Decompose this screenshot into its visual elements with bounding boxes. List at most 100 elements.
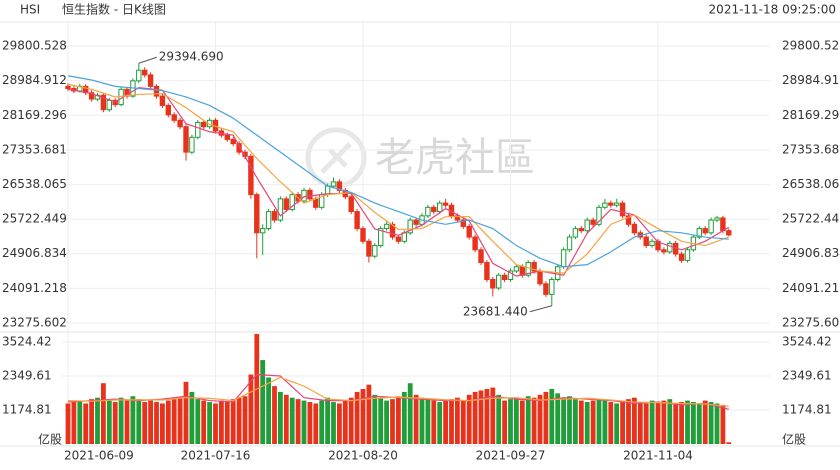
candle-body: [478, 249, 484, 264]
volume-bar: [726, 442, 732, 444]
candle-body: [378, 228, 384, 247]
volume-bar: [502, 400, 507, 444]
candle-body: [142, 69, 148, 76]
volume-bar: [354, 391, 360, 444]
volume-bar: [419, 397, 425, 444]
y-tick-label: 26538.065: [2, 177, 67, 191]
candle-body: [271, 211, 278, 221]
volume-bar: [655, 402, 661, 444]
volume-bar: [213, 403, 218, 444]
candle-body: [496, 274, 502, 289]
candle-body: [254, 194, 260, 234]
candle-body: [106, 99, 112, 111]
y-tick-label-right: 25722.449: [782, 212, 840, 226]
candle-body: [572, 228, 579, 238]
candle-body: [348, 196, 354, 213]
volume-bar: [101, 383, 106, 444]
candle-body: [395, 236, 402, 242]
volume-bar: [171, 399, 177, 444]
candle-body: [578, 228, 584, 232]
volume-bar: [283, 394, 289, 444]
volume-bar: [396, 396, 401, 444]
candle-body: [230, 138, 236, 145]
candle-body: [584, 219, 590, 232]
candle-body: [472, 236, 478, 251]
volume-bar: [260, 360, 266, 444]
candle-body: [702, 228, 708, 234]
x-tick-label: 2021-09-27: [476, 449, 546, 463]
y-tick-label: 25722.449: [2, 212, 67, 226]
candle-body: [437, 202, 443, 213]
volume-bar: [620, 400, 625, 444]
candle-body: [720, 217, 726, 232]
volume-bar: [661, 400, 667, 444]
volume-bar: [449, 399, 454, 444]
volume-bar: [525, 396, 531, 444]
volume-bar: [519, 400, 525, 444]
candle-body: [431, 206, 437, 213]
volume-bar: [649, 400, 655, 444]
volume-bar: [130, 396, 136, 444]
volume-bar: [443, 400, 448, 444]
candle-body: [619, 202, 626, 217]
volume-bar: [714, 403, 720, 444]
annotation-low: 23681.440: [463, 304, 528, 318]
candle-body: [301, 189, 307, 202]
candle-body: [360, 228, 366, 242]
volume-bar: [602, 400, 608, 444]
volume-bar: [720, 404, 726, 444]
volume-bar: [537, 394, 543, 444]
candle-body: [336, 181, 343, 191]
volume-unit: 亿股: [38, 432, 62, 447]
volume-bar: [431, 400, 437, 444]
candle-body: [425, 206, 431, 217]
candle-body: [507, 270, 514, 281]
volume-bar: [407, 383, 413, 444]
candle-body: [501, 274, 508, 281]
candle-body: [354, 211, 360, 230]
candle-body: [490, 279, 496, 289]
candle-body: [454, 215, 461, 221]
candle-body: [65, 85, 71, 89]
candle-body: [260, 228, 266, 234]
chart-title: 恒生指数 - 日K线图: [62, 2, 166, 17]
volume-bar: [278, 391, 283, 444]
volume-bar: [195, 399, 201, 444]
volume-bar: [289, 397, 295, 444]
candle-body: [277, 198, 284, 221]
volume-bar: [242, 396, 248, 444]
volume-bar: [65, 403, 71, 444]
candle-body: [661, 249, 667, 253]
volume-bar: [236, 397, 242, 444]
y-tick-label: 28169.296: [2, 108, 67, 122]
volume-bar: [372, 394, 378, 444]
volume-bar: [460, 400, 466, 444]
candle-body: [389, 223, 396, 238]
volume-bar: [148, 400, 153, 444]
volume-bar: [136, 399, 142, 444]
volume-bar: [207, 402, 212, 444]
volume-bar: [685, 400, 690, 444]
volume-bar: [514, 397, 519, 444]
volume-unit-right: 亿股: [782, 432, 806, 447]
y-tick-label-right: 23275.602: [782, 316, 840, 330]
candle-body: [313, 198, 319, 208]
volume-bar: [313, 403, 319, 444]
volume-bar: [71, 402, 77, 444]
volume-bar: [679, 402, 684, 444]
volume-bar: [307, 402, 313, 444]
volume-bar: [360, 389, 366, 444]
volume-ma-line: [67, 376, 729, 407]
volume-tick-label: 2349.61: [2, 369, 52, 383]
volume-bar: [154, 402, 159, 444]
volume-bar: [272, 386, 277, 444]
volume-bar: [608, 402, 614, 444]
annotation-leader: [138, 56, 157, 64]
candle-body: [696, 228, 702, 238]
candle-body: [614, 202, 620, 206]
volume-bar: [484, 389, 490, 444]
candle-body: [625, 215, 632, 225]
candle-body: [248, 155, 254, 196]
candle-body: [171, 114, 177, 121]
volume-bar: [425, 399, 431, 444]
